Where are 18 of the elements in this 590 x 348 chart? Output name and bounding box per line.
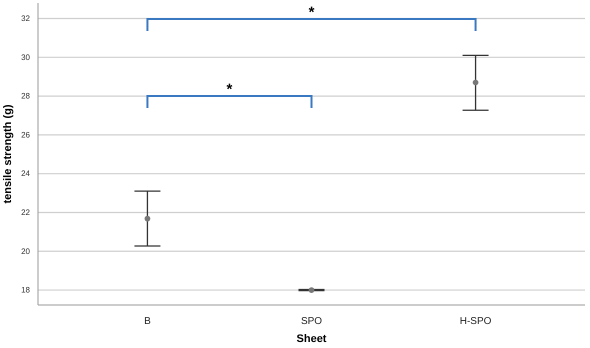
y-axis-title: tensile strength (g) <box>2 104 14 204</box>
y-tick-label: 18 <box>21 286 31 295</box>
point <box>144 216 150 222</box>
x-axis-title: Sheet <box>296 333 327 345</box>
point <box>308 287 314 293</box>
y-tick-label: 24 <box>21 169 31 178</box>
y-tick-label: 28 <box>21 92 31 101</box>
annotation: * <box>226 81 233 98</box>
y-tick-label: 26 <box>21 130 31 140</box>
x-tick-label: SPO <box>300 316 322 328</box>
y-tick-label: 22 <box>21 208 31 218</box>
x-tick-label: B <box>144 316 152 328</box>
y-tick-label: 30 <box>21 52 31 62</box>
annotation: * <box>308 4 315 21</box>
y-tick-label: 20 <box>21 246 31 256</box>
y-tick-label: 32 <box>21 14 31 24</box>
point <box>472 80 478 86</box>
x-tick-label: H-SPO <box>460 316 492 328</box>
